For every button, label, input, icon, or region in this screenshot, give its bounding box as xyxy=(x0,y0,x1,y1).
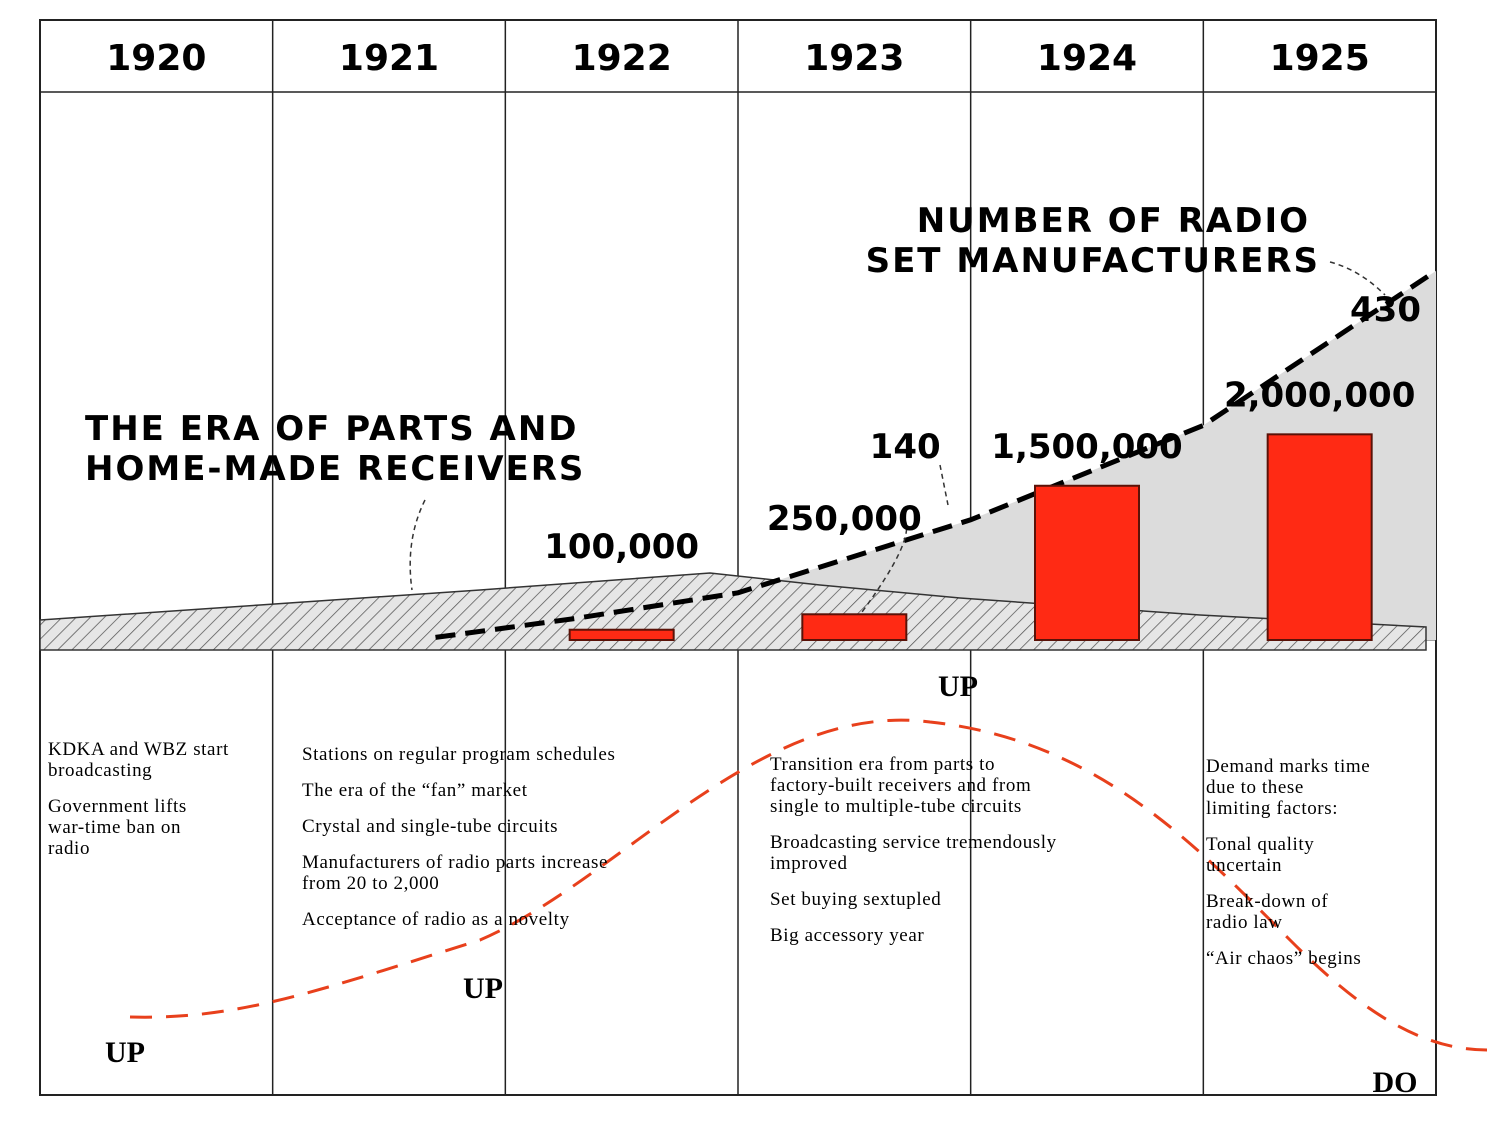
note: Crystal and single-tube circuits xyxy=(302,816,558,837)
note: Government lifts war-time ban on radio xyxy=(48,796,187,859)
note: Manufacturers of radio parts increase fro… xyxy=(302,852,608,894)
bar xyxy=(801,613,908,642)
note: Big accessory year xyxy=(770,925,924,946)
annotation: SET MANUFACTURERS xyxy=(866,241,1320,281)
manufacturers-label: 140 xyxy=(870,427,941,467)
note: The era of the “fan” market xyxy=(302,780,528,801)
year-label: 1922 xyxy=(572,38,672,79)
note: Stations on regular program schedules xyxy=(302,744,615,765)
bar xyxy=(1034,484,1140,642)
bar-label: 1,500,000 xyxy=(991,427,1182,467)
bar-label: 100,000 xyxy=(544,527,699,567)
year-label: 1924 xyxy=(1037,38,1137,79)
bar-label: 2,000,000 xyxy=(1224,375,1415,415)
note: KDKA and WBZ start broadcasting xyxy=(48,739,229,781)
arrow xyxy=(1329,261,1386,296)
plot xyxy=(435,270,1436,640)
note: Demand marks time due to these limiting fa… xyxy=(1206,756,1370,819)
year-label: 1925 xyxy=(1270,38,1370,79)
note: Tonal quality uncertain xyxy=(1206,834,1314,876)
note: Transition era from parts to factory-buil… xyxy=(770,754,1031,817)
note: Set buying sextupled xyxy=(770,889,941,910)
manufacturers-area xyxy=(435,270,1436,640)
note: Acceptance of radio as a novelty xyxy=(302,909,570,930)
annotation: NUMBER OF RADIO xyxy=(917,201,1310,241)
year-label: 1923 xyxy=(804,38,904,79)
bar xyxy=(568,628,675,641)
arrow xyxy=(409,499,426,591)
manufacturers-line xyxy=(435,268,1438,640)
annotation: HOME-MADE RECEIVERS xyxy=(85,449,585,489)
note: Break-down of radio law xyxy=(1206,891,1328,933)
trend-label: UP xyxy=(938,670,978,703)
note: Broadcasting service tremendously improve… xyxy=(770,832,1057,874)
demand-curve xyxy=(129,718,1487,1052)
year-label: 1920 xyxy=(106,38,206,79)
manufacturers-label: 430 xyxy=(1350,290,1421,330)
trend-label: DO xyxy=(1373,1066,1418,1099)
trend-label: UP xyxy=(463,972,503,1005)
arrow xyxy=(939,464,949,506)
note: “Air chaos” begins xyxy=(1206,948,1361,969)
trend-label: UP xyxy=(105,1036,145,1069)
year-label: 1921 xyxy=(339,38,439,79)
bar-label: 250,000 xyxy=(767,499,922,539)
bar xyxy=(1266,433,1373,641)
marks xyxy=(435,268,1438,642)
annotation: THE ERA OF PARTS AND xyxy=(85,409,579,449)
